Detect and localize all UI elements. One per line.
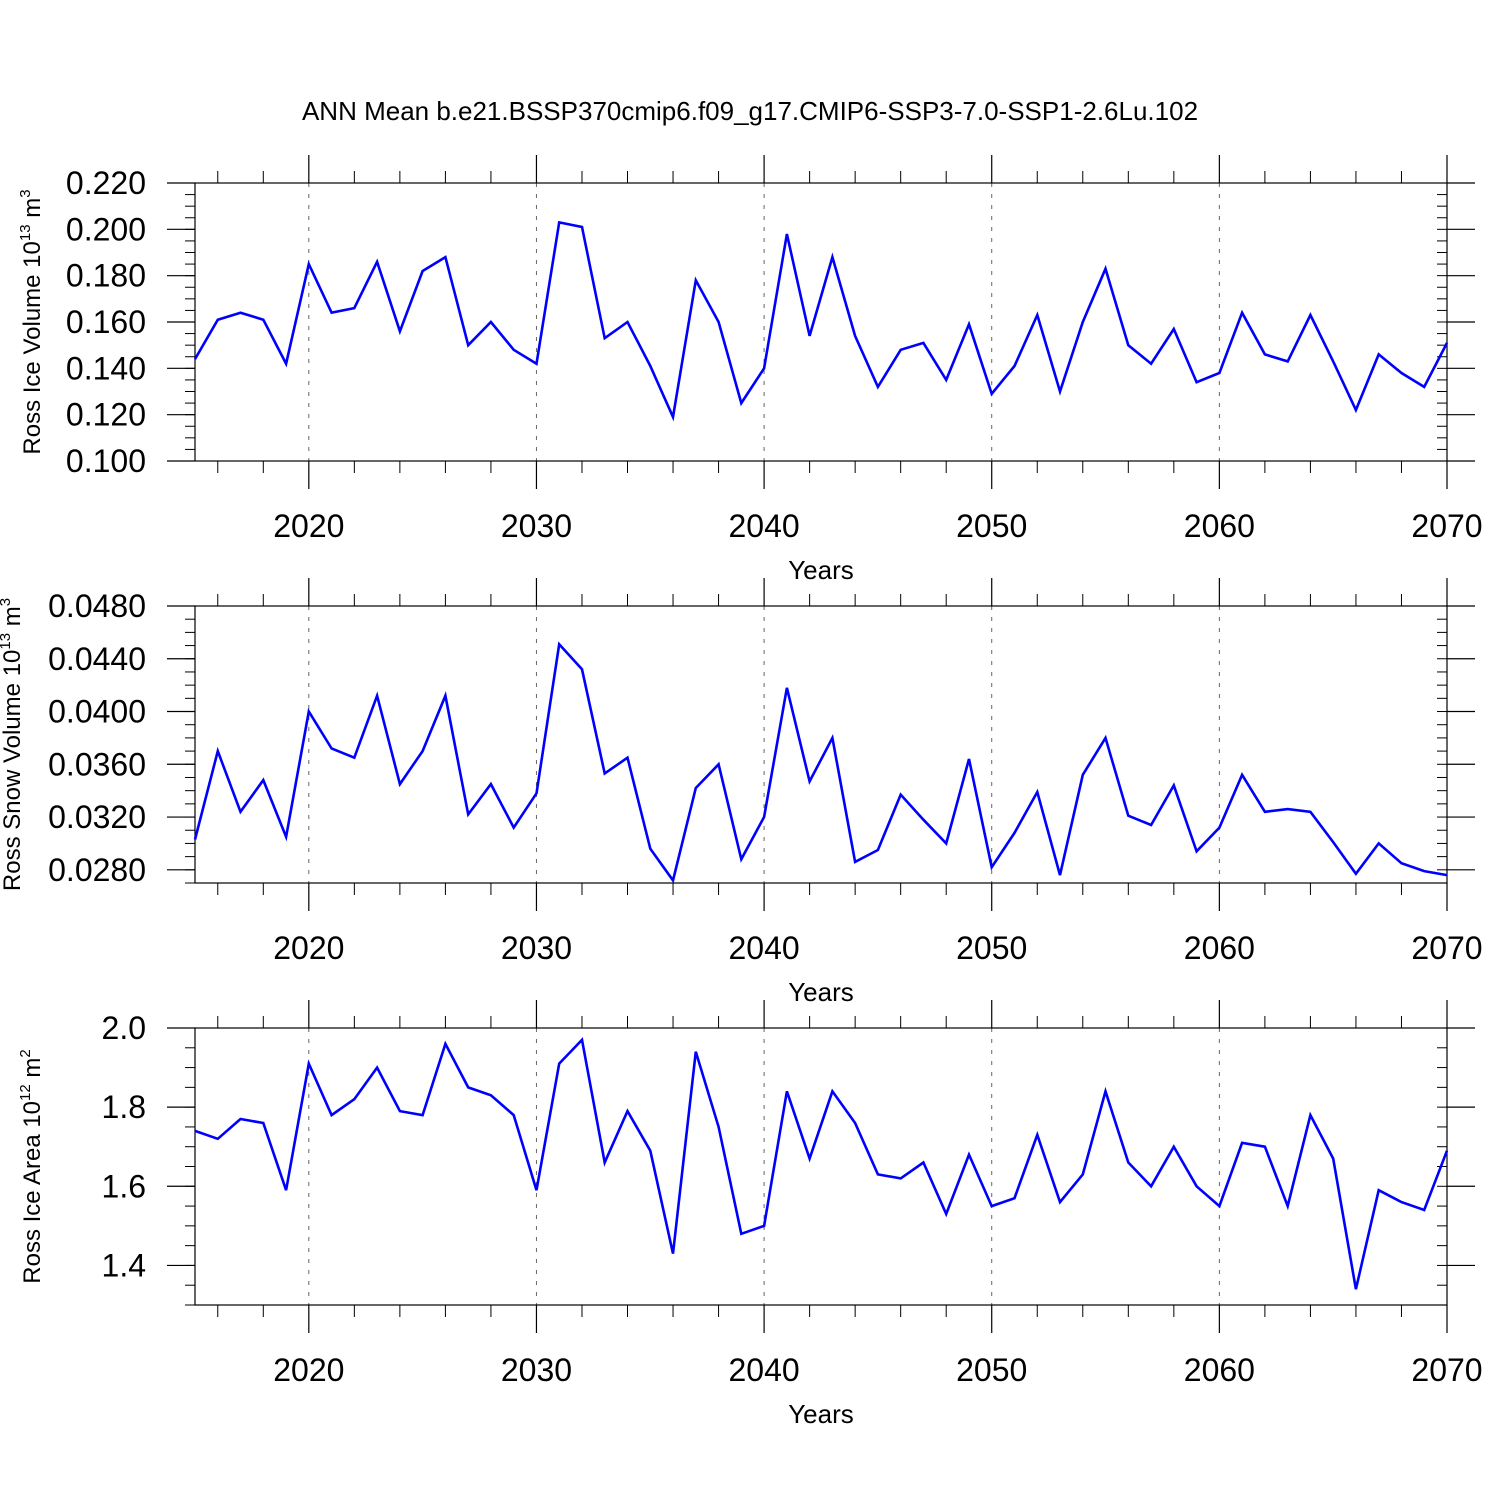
y-tick-label: 1.4 [102,1247,146,1283]
series-line [194,1037,1449,1290]
panel-3: 2.0 1.8 1.6 1.4 2020 2030 2040 2050 2060 2070 Year… [17,1000,1483,1429]
y-tick-label: 1.6 [102,1168,146,1204]
y-tick-label: 0.140 [66,350,146,386]
x-tick-label: 2040 [728,1352,799,1388]
y-tick-label: 2.0 [102,1010,146,1046]
y-tick-label: 0.0360 [48,746,146,782]
x-tick-label: 2040 [728,508,799,544]
x-tick-label: 2030 [501,508,572,544]
y-axis-label: Ross Ice Area 1012 m2 [17,1049,46,1283]
x-tick-label: 2050 [956,508,1027,544]
x-tick-label: 2020 [273,508,344,544]
x-tick-label: 2020 [273,1352,344,1388]
x-tick-label: 2060 [1184,1352,1255,1388]
x-axis-label: Years [788,555,854,585]
y-tick-label: 0.200 [66,211,146,247]
y-tick-label: 0.0320 [48,799,146,835]
plot-frame [194,182,1448,462]
y-axis-label: Ross Ice Volume 1013 m3 [17,189,46,454]
y-tick-label: 0.180 [66,258,146,294]
y-tick-label: 0.0280 [48,852,146,888]
x-tick-label: 2040 [728,930,799,966]
y-tick-label: 0.160 [66,304,146,340]
x-tick-label: 2020 [273,930,344,966]
x-tick-label: 2050 [956,1352,1027,1388]
x-tick-label: 2050 [956,930,1027,966]
x-tick-label: 2070 [1411,930,1482,966]
plot-frame [194,1027,1448,1306]
y-tick-label: 0.100 [66,443,146,479]
panel-2: 0.0480 0.0440 0.0400 0.0360 0.0320 0.0280 2020… [0,578,1483,1007]
series-line [193,641,1448,884]
x-tick-label: 2070 [1411,508,1482,544]
series-line [193,220,1449,422]
y-tick-label: 0.220 [66,165,146,201]
x-tick-label: 2030 [501,1352,572,1388]
y-tick-label: 0.0480 [48,588,146,624]
figure-title: ANN Mean b.e21.BSSP370cmip6.f09_g17.CMIP… [302,96,1198,126]
y-tick-label: 0.120 [66,397,146,433]
x-axis-label: Years [788,977,854,1007]
x-tick-label: 2070 [1411,1352,1482,1388]
y-tick-label: 1.8 [102,1089,146,1125]
x-tick-label: 2030 [501,930,572,966]
plot-frame [194,605,1448,884]
y-axis-label: Ross Snow Volume 1013 m3 [0,598,26,891]
y-tick-label: 0.0400 [48,694,146,730]
x-axis-label: Years [788,1399,854,1429]
x-tick-label: 2060 [1184,930,1255,966]
y-tick-label: 0.0440 [48,641,146,677]
panel-1: 0.220 0.200 0.180 0.160 0.140 0.120 0.100 2020 2… [17,155,1483,585]
x-tick-label: 2060 [1184,508,1255,544]
